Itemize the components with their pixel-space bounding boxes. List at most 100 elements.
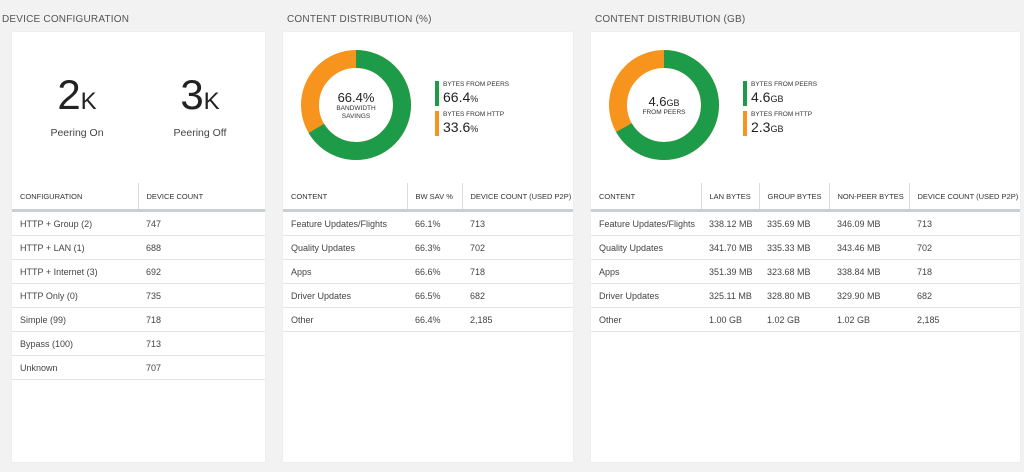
column-header-configuration[interactable]: CONFIGURATION — [12, 183, 138, 212]
legend-item-peers: BYTES FROM PEERS 66.4% — [435, 81, 509, 107]
donut-peers-segment — [609, 50, 719, 160]
table-cell: 718 — [909, 259, 1020, 284]
table-row[interactable]: Unknown 707 — [12, 355, 265, 380]
table-cell: 66.1% — [407, 210, 462, 236]
legend-value: 33.6 — [443, 119, 471, 135]
table-cell: HTTP + Internet (3) — [12, 259, 138, 284]
table-cell: 323.68 MB — [759, 259, 829, 284]
column-header-content[interactable]: CONTENT — [591, 183, 701, 212]
device-configuration-card: 2K Peering On 3K Peering Off CONFIGURATI… — [12, 32, 265, 462]
table-cell: Feature Updates/Flights — [283, 210, 407, 236]
stat-peering-off: 3K Peering Off — [155, 71, 245, 140]
table-row[interactable]: Apps 66.6% 718 — [283, 259, 573, 284]
table-cell: 66.6% — [407, 259, 462, 284]
chart-legend: BYTES FROM PEERS 4.6GB BYTES FROM HTTP 2… — [743, 81, 817, 141]
table-row[interactable]: Bypass (100) 713 — [12, 331, 265, 356]
table-cell: 66.3% — [407, 235, 462, 260]
donut-center-value: 66.4% — [337, 89, 375, 105]
table-header-row: CONTENT BW SAV % DEVICE COUNT (USED P2P) — [283, 183, 573, 212]
table-row[interactable]: HTTP + Group (2) 747 — [12, 210, 265, 236]
donut-center-label: 4.6GB FROM PEERS — [609, 50, 719, 160]
column-header-device-count[interactable]: DEVICE COUNT (USED P2P) — [461, 183, 573, 212]
legend-swatch — [743, 111, 747, 136]
device-config-table: CONFIGURATION DEVICE COUNT HTTP + Group … — [12, 183, 265, 380]
content-gb-table-body: Feature Updates/Flights 338.12 MB 335.69 M… — [591, 210, 1020, 332]
table-cell: Quality Updates — [283, 235, 407, 260]
table-row[interactable]: HTTP + LAN (1) 688 — [12, 235, 265, 260]
table-cell: 707 — [138, 355, 265, 380]
column-header-device-count[interactable]: DEVICE COUNT (USED P2P) — [908, 183, 1020, 212]
legend-label: BYTES FROM HTTP — [443, 111, 505, 118]
donut-center-unit: GB — [666, 97, 680, 108]
table-cell: Unknown — [12, 355, 138, 380]
table-cell: 351.39 MB — [701, 259, 759, 284]
device-config-table-body: HTTP + Group (2) 747 HTTP + LAN (1) 688 HTTP… — [12, 210, 265, 380]
donut-center-caption: BANDWIDTH SAVINGS — [336, 104, 376, 120]
table-cell: 335.69 MB — [759, 210, 829, 236]
table-cell: 1.00 GB — [701, 307, 759, 332]
legend-item-http: BYTES FROM HTTP 33.6% — [435, 111, 509, 137]
table-row[interactable]: Feature Updates/Flights 66.1% 713 — [283, 210, 573, 236]
table-cell: 682 — [909, 283, 1020, 308]
table-row[interactable]: Quality Updates 66.3% 702 — [283, 235, 573, 260]
column-header-lan-bytes[interactable]: LAN BYTES — [700, 183, 759, 212]
column-header-content[interactable]: CONTENT — [283, 183, 407, 212]
legend-unit: GB — [770, 124, 784, 134]
table-cell: 346.09 MB — [829, 210, 909, 236]
table-cell: HTTP + LAN (1) — [12, 235, 138, 260]
legend-value: 66.4 — [443, 89, 471, 105]
legend-unit: GB — [770, 94, 784, 104]
table-row[interactable]: HTTP + Internet (3) 692 — [12, 259, 265, 284]
stat-unit: K — [80, 88, 97, 115]
stat-label: Peering Off — [173, 127, 227, 139]
table-cell: 702 — [462, 235, 573, 260]
table-cell: HTTP Only (0) — [12, 283, 138, 308]
table-cell: Bypass (100) — [12, 331, 138, 356]
table-row[interactable]: HTTP Only (0) 735 — [12, 283, 265, 308]
table-row[interactable]: Quality Updates 341.70 MB 335.33 MB 343.46 … — [591, 235, 1020, 260]
legend-unit: % — [470, 124, 479, 134]
table-row[interactable]: Other 66.4% 2,185 — [283, 307, 573, 332]
legend-swatch — [743, 81, 747, 106]
table-row[interactable]: Driver Updates 325.11 MB 328.80 MB 329.90 M… — [591, 283, 1020, 308]
table-header-row: CONTENT LAN BYTES GROUP BYTES NON-PEER B… — [591, 183, 1020, 212]
table-row[interactable]: Simple (99) 718 — [12, 307, 265, 332]
table-cell: 1.02 GB — [829, 307, 909, 332]
table-cell: Feature Updates/Flights — [591, 210, 701, 236]
table-cell: HTTP + Group (2) — [12, 210, 138, 236]
donut-center-value: 4.6 — [648, 93, 667, 109]
bandwidth-donut-chart: 66.4% BANDWIDTH SAVINGS — [301, 50, 411, 160]
content-distribution-gb-card: 4.6GB FROM PEERS BYTES FROM PEERS 4.6GB … — [591, 32, 1020, 462]
table-cell: 718 — [138, 307, 265, 332]
legend-unit: % — [470, 94, 479, 104]
column-header-non-peer-bytes[interactable]: NON-PEER BYTES — [828, 183, 909, 212]
donut-svg — [609, 50, 719, 160]
peers-summary: 4.6GB FROM PEERS BYTES FROM PEERS 4.6GB … — [591, 32, 1020, 178]
table-cell: 66.5% — [407, 283, 462, 308]
table-cell: Other — [591, 307, 701, 332]
legend-item-http: BYTES FROM HTTP 2.3GB — [743, 111, 817, 137]
table-cell: 702 — [909, 235, 1020, 260]
content-pct-table-body: Feature Updates/Flights 66.1% 713 Quality U… — [283, 210, 573, 332]
stat-value: 3 — [180, 71, 204, 118]
stat-label: Peering On — [50, 127, 104, 139]
table-row[interactable]: Apps 351.39 MB 323.68 MB 338.84 MB 718 — [591, 259, 1020, 284]
legend-swatch — [435, 81, 439, 106]
table-cell: 2,185 — [909, 307, 1020, 332]
table-row[interactable]: Other 1.00 GB 1.02 GB 1.02 GB 2,185 — [591, 307, 1020, 332]
table-cell: Quality Updates — [591, 235, 701, 260]
table-row[interactable]: Feature Updates/Flights 338.12 MB 335.69 M… — [591, 210, 1020, 236]
table-cell: Apps — [283, 259, 407, 284]
legend-label: BYTES FROM HTTP — [751, 111, 813, 118]
column-header-bw-sav[interactable]: BW SAV % — [406, 183, 462, 212]
table-cell: Apps — [591, 259, 701, 284]
table-row[interactable]: Driver Updates 66.5% 682 — [283, 283, 573, 308]
table-cell: Driver Updates — [283, 283, 407, 308]
column-header-group-bytes[interactable]: GROUP BYTES — [758, 183, 829, 212]
content-gb-table: CONTENT LAN BYTES GROUP BYTES NON-PEER B… — [591, 183, 1020, 332]
table-cell: 688 — [138, 235, 265, 260]
content-gb-table-container: CONTENT LAN BYTES GROUP BYTES NON-PEER B… — [591, 183, 1020, 462]
table-cell: 713 — [909, 210, 1020, 236]
table-cell: 66.4% — [407, 307, 462, 332]
column-header-device-count[interactable]: DEVICE COUNT — [137, 183, 265, 212]
